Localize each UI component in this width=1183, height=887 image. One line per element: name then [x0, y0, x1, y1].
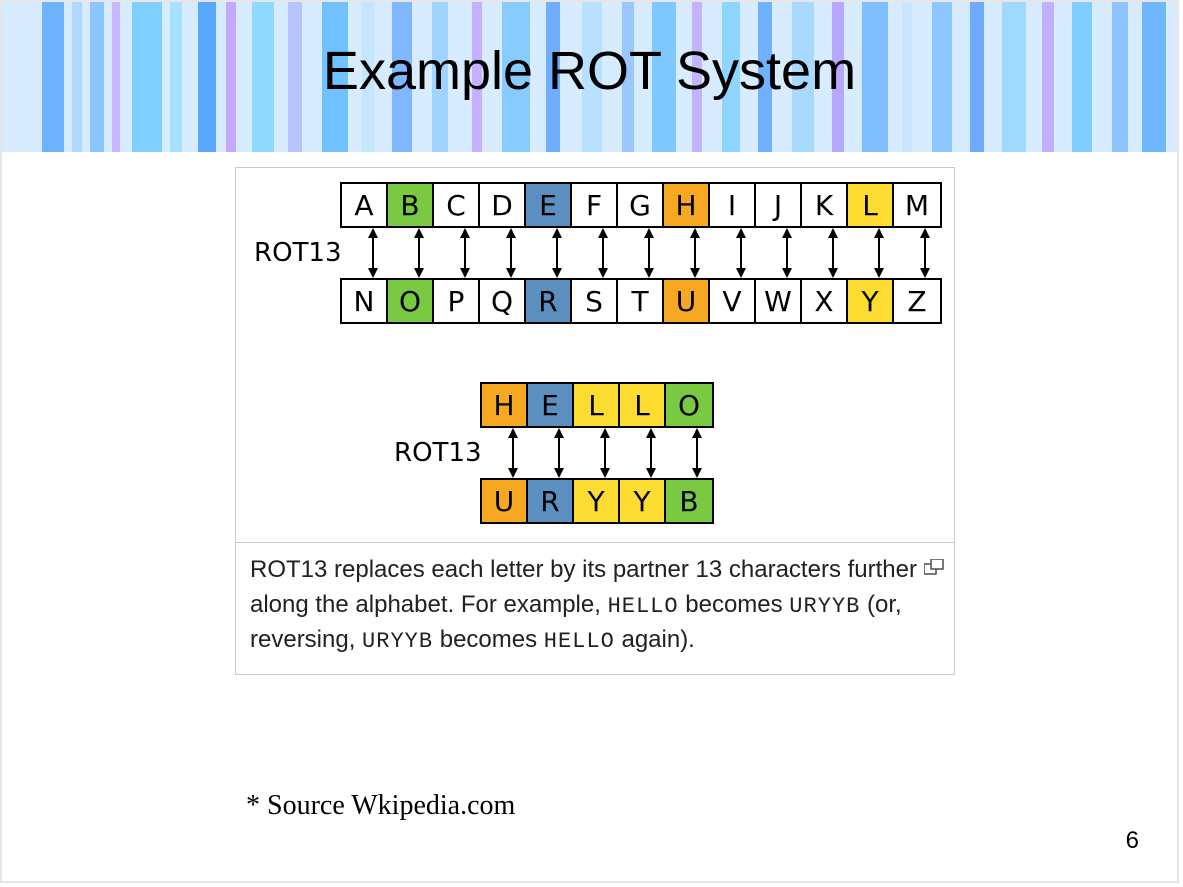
double-arrow-icon — [490, 428, 536, 478]
double-arrow-icon — [718, 228, 764, 278]
letter-cell: R — [528, 480, 574, 522]
letter-cell: D — [480, 184, 526, 226]
source-note: * Source Wkipedia.com — [246, 790, 515, 822]
letter-cell: L — [848, 184, 894, 226]
letter-cell: W — [756, 280, 802, 322]
caption-text: ROT13 replaces each letter by its partne… — [250, 556, 917, 653]
letter-cell: Q — [480, 280, 526, 322]
letter-cell: R — [526, 280, 572, 322]
word-row-top: HELLO — [480, 382, 714, 428]
page-number: 6 — [1126, 827, 1139, 855]
alphabet-row-top: ABCDEFGHIJKLM — [340, 182, 942, 228]
letter-cell: Z — [894, 280, 940, 322]
letter-cell: C — [434, 184, 480, 226]
letter-cell: B — [388, 184, 434, 226]
letter-cell: U — [482, 480, 528, 522]
arrow-row-5 — [490, 428, 720, 478]
arrow-row-wrap-2: ROT13 — [394, 428, 720, 478]
letter-cell: U — [664, 280, 710, 322]
arrow-row-13 — [350, 228, 948, 278]
letter-cell: G — [618, 184, 664, 226]
double-arrow-icon — [628, 428, 674, 478]
slide-title: Example ROT System — [2, 40, 1177, 102]
double-arrow-icon — [580, 228, 626, 278]
letter-cell: L — [620, 384, 666, 426]
double-arrow-icon — [764, 228, 810, 278]
letter-cell: K — [802, 184, 848, 226]
word-row-bottom: URYYB — [480, 478, 714, 524]
double-arrow-icon — [396, 228, 442, 278]
letter-cell: N — [342, 280, 388, 322]
figure-caption: ROT13 replaces each letter by its partne… — [236, 542, 954, 674]
letter-cell: E — [528, 384, 574, 426]
alphabet-row-bottom: NOPQRSTUVWXYZ — [340, 278, 942, 324]
letter-cell: B — [666, 480, 712, 522]
letter-cell: O — [388, 280, 434, 322]
letter-cell: O — [666, 384, 712, 426]
diagram-area: ABCDEFGHIJKLM ROT13 NOPQRSTUVWXYZ HELLO … — [236, 168, 954, 542]
letter-cell: I — [710, 184, 756, 226]
double-arrow-icon — [810, 228, 856, 278]
letter-cell: A — [342, 184, 388, 226]
rot13-figure: ABCDEFGHIJKLM ROT13 NOPQRSTUVWXYZ HELLO … — [235, 167, 955, 675]
letter-cell: T — [618, 280, 664, 322]
letter-cell: S — [572, 280, 618, 322]
double-arrow-icon — [856, 228, 902, 278]
letter-cell: H — [482, 384, 528, 426]
double-arrow-icon — [672, 228, 718, 278]
arrow-row-wrap: ROT13 — [254, 228, 948, 278]
double-arrow-icon — [536, 428, 582, 478]
letter-cell: Y — [620, 480, 666, 522]
double-arrow-icon — [902, 228, 948, 278]
letter-cell: H — [664, 184, 710, 226]
letter-cell: V — [710, 280, 756, 322]
letter-cell: P — [434, 280, 480, 322]
double-arrow-icon — [350, 228, 396, 278]
letter-cell: J — [756, 184, 802, 226]
double-arrow-icon — [534, 228, 580, 278]
letter-cell: M — [894, 184, 940, 226]
slide: Example ROT System ABCDEFGHIJKLM ROT13 N… — [0, 0, 1179, 883]
letter-cell: E — [526, 184, 572, 226]
double-arrow-icon — [582, 428, 628, 478]
double-arrow-icon — [626, 228, 672, 278]
letter-cell: L — [574, 384, 620, 426]
hello-block: HELLO ROT13 URYYB — [394, 382, 944, 524]
double-arrow-icon — [674, 428, 720, 478]
rot-label-1: ROT13 — [254, 238, 342, 268]
double-arrow-icon — [488, 228, 534, 278]
letter-cell: Y — [848, 280, 894, 322]
rot-label-2: ROT13 — [394, 438, 482, 468]
double-arrow-icon — [442, 228, 488, 278]
alphabet-block: ABCDEFGHIJKLM ROT13 NOPQRSTUVWXYZ — [254, 182, 944, 324]
letter-cell: F — [572, 184, 618, 226]
letter-cell: X — [802, 280, 848, 322]
enlarge-icon[interactable] — [924, 551, 944, 586]
letter-cell: Y — [574, 480, 620, 522]
